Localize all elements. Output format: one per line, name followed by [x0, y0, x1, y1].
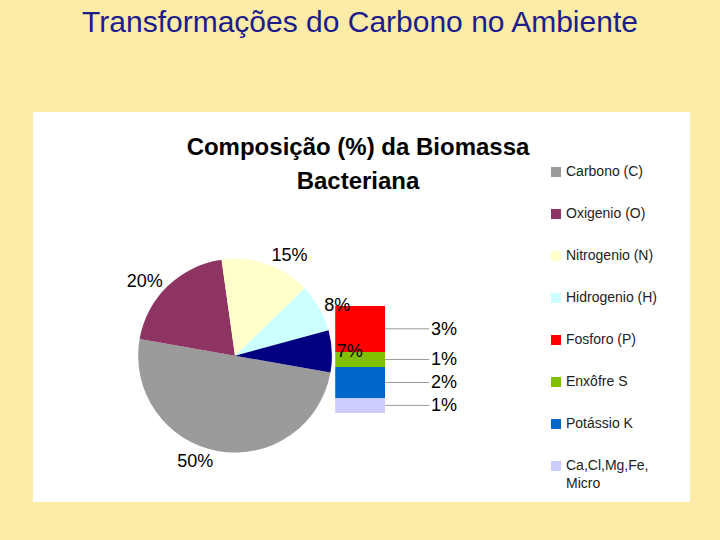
html-text:Composição (%) da Biomassa Bac: Composição (%) da Biomassa Bacteriana	[186, 133, 530, 194]
html-text:Transformações do Carbono no A: Transformações do Carbono no Ambiente	[82, 5, 638, 38]
html-text:Carbono (C): Carbono (C)	[566, 163, 643, 179]
html-text:Potássio K: Potássio K	[566, 415, 633, 431]
html-text:Enxôfre S: Enxôfre S	[566, 373, 628, 389]
svg-text:8%: 8%	[324, 295, 350, 315]
html-text:Fosforo (P): Fosforo (P)	[566, 331, 636, 347]
html-text:Nitrogenio (N): Nitrogenio (N)	[566, 247, 654, 263]
svg-text:3%: 3%	[431, 319, 457, 339]
html-text:Ca,Cl,Mg,Fe, Micro: Ca,Cl,Mg,Fe, Micro	[566, 457, 649, 491]
html-text:Hidrogenio (H): Hidrogenio (H)	[566, 289, 657, 305]
svg-text:20%: 20%	[127, 271, 163, 291]
html-text:Oxigenio (O): Oxigenio (O)	[566, 205, 646, 221]
svg-text:15%: 15%	[272, 245, 308, 265]
svg-text:50%: 50%	[177, 451, 213, 471]
svg-text:2%: 2%	[431, 372, 457, 392]
svg-text:1%: 1%	[431, 349, 457, 369]
svg-text:7%: 7%	[337, 341, 363, 361]
svg-text:1%: 1%	[431, 395, 457, 415]
